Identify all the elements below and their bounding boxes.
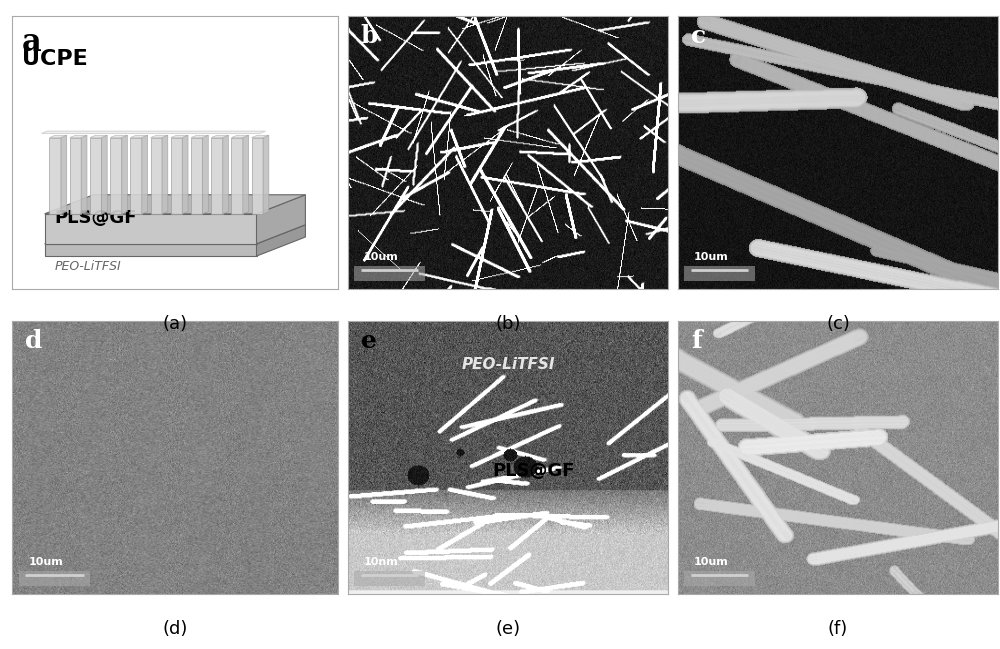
Text: (d): (d)	[162, 620, 188, 638]
Polygon shape	[151, 138, 162, 214]
Polygon shape	[70, 135, 87, 138]
Polygon shape	[211, 138, 223, 214]
Text: 10um: 10um	[694, 252, 729, 262]
Text: PLS@GF: PLS@GF	[492, 462, 575, 480]
Polygon shape	[223, 135, 228, 214]
Polygon shape	[90, 135, 107, 138]
Polygon shape	[49, 135, 67, 138]
Text: UCPE: UCPE	[22, 49, 88, 69]
Text: (c): (c)	[826, 315, 850, 333]
Polygon shape	[162, 135, 168, 214]
Polygon shape	[191, 135, 208, 138]
Polygon shape	[90, 138, 101, 214]
Polygon shape	[45, 214, 256, 244]
Text: a: a	[22, 27, 42, 58]
Text: 10nm: 10nm	[364, 557, 399, 567]
Bar	[354, 570, 425, 585]
Polygon shape	[45, 195, 305, 214]
Text: (e): (e)	[495, 620, 521, 638]
Text: (b): (b)	[495, 315, 521, 333]
Polygon shape	[130, 135, 148, 138]
Polygon shape	[110, 138, 122, 214]
Text: c: c	[691, 25, 706, 49]
Polygon shape	[41, 131, 266, 134]
Text: 10um: 10um	[694, 557, 729, 567]
Text: (f): (f)	[828, 620, 848, 638]
Polygon shape	[191, 138, 202, 214]
Text: e: e	[361, 330, 377, 354]
Polygon shape	[110, 135, 127, 138]
Polygon shape	[252, 135, 269, 138]
Bar	[684, 570, 755, 585]
Polygon shape	[49, 138, 61, 214]
Polygon shape	[101, 135, 107, 214]
Polygon shape	[45, 225, 305, 244]
Polygon shape	[263, 135, 269, 214]
Polygon shape	[171, 135, 188, 138]
Polygon shape	[256, 225, 305, 256]
Text: PLS@GF: PLS@GF	[54, 209, 137, 227]
Text: d: d	[25, 330, 42, 354]
Text: PEO-LiTFSI: PEO-LiTFSI	[461, 358, 555, 373]
Polygon shape	[202, 135, 208, 214]
Polygon shape	[81, 135, 87, 214]
Bar	[19, 570, 90, 585]
Polygon shape	[252, 138, 263, 214]
Bar	[354, 265, 425, 280]
Text: (a): (a)	[162, 315, 188, 333]
Polygon shape	[45, 244, 256, 256]
Text: b: b	[361, 25, 378, 49]
Text: PEO-LiTFSI: PEO-LiTFSI	[54, 260, 121, 273]
Text: f: f	[691, 330, 702, 354]
Polygon shape	[256, 195, 305, 244]
Polygon shape	[70, 138, 81, 214]
Polygon shape	[243, 135, 249, 214]
Polygon shape	[231, 135, 249, 138]
Polygon shape	[231, 138, 243, 214]
Polygon shape	[151, 135, 168, 138]
Text: 10um: 10um	[364, 252, 399, 262]
Polygon shape	[182, 135, 188, 214]
Polygon shape	[130, 138, 142, 214]
Bar	[684, 265, 755, 280]
Text: 10um: 10um	[28, 557, 63, 567]
Polygon shape	[142, 135, 148, 214]
Polygon shape	[61, 135, 67, 214]
Polygon shape	[122, 135, 127, 214]
Polygon shape	[211, 135, 228, 138]
Polygon shape	[171, 138, 182, 214]
